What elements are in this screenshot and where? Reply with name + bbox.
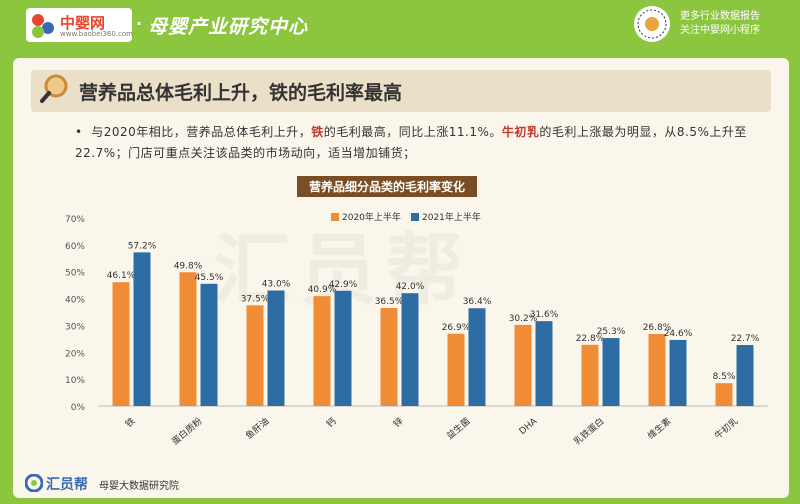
title-separator: · xyxy=(136,14,143,33)
data-label: 45.5% xyxy=(195,273,224,283)
x-tick-label: 牛初乳 xyxy=(712,415,740,442)
summary-part3: 的毛利上涨最为明显，从8.5%上升至22.7%；门店可重点关注该品类的市场动向，… xyxy=(75,125,747,160)
data-label: 43.0% xyxy=(262,280,291,290)
bar-2020 xyxy=(313,296,331,406)
y-tick-label: 10% xyxy=(65,376,85,386)
legend-swatch xyxy=(411,213,419,221)
data-label: 31.6% xyxy=(530,310,559,320)
data-label: 42.9% xyxy=(329,280,358,290)
logo-url: www.baobei360.com xyxy=(60,30,134,38)
data-label: 22.8% xyxy=(576,334,605,344)
footer-brand: 汇员帮 xyxy=(46,477,88,493)
y-tick-label: 40% xyxy=(65,296,85,306)
data-label: 57.2% xyxy=(128,241,157,251)
y-tick-label: 60% xyxy=(65,242,85,252)
bar-2020 xyxy=(380,307,398,406)
x-tick-label: 蛋白质粉 xyxy=(169,415,204,447)
data-label: 25.3% xyxy=(597,327,626,337)
header-bar: 中婴网 www.baobei360.com · 母婴产业研究中心 更多行业数据报… xyxy=(0,0,800,48)
footer-subtitle: 母婴大数据研究院 xyxy=(99,481,179,492)
y-tick-label: 0% xyxy=(71,403,86,413)
chart-title: 营养品细分品类的毛利率变化 xyxy=(297,176,478,197)
title-bar: 营养品总体毛利上升，铁的毛利率最高 xyxy=(31,70,771,112)
legend-label: 2021年上半年 xyxy=(422,211,481,223)
logo-icon-green xyxy=(32,26,44,38)
bar-2020 xyxy=(648,334,666,406)
bar-2021 xyxy=(133,252,151,406)
bullet-mark: • xyxy=(75,125,92,139)
content-card: 营养品总体毛利上升，铁的毛利率最高 • 与2020年相比，营养品总体毛利上升，铁… xyxy=(13,58,789,498)
bar-2021 xyxy=(602,338,620,406)
bar-2020 xyxy=(179,272,197,406)
data-label: 26.9% xyxy=(442,323,471,333)
data-label: 49.8% xyxy=(174,261,203,271)
data-label: 36.4% xyxy=(463,297,492,307)
bar-chart: 0% 10% 20% 30% 40% 50% 60% 70% 46.1% 57.2% 铁 49.8% 4… xyxy=(65,211,768,447)
bar-2020 xyxy=(112,282,130,406)
bar-2021 xyxy=(200,283,218,406)
bar-2020 xyxy=(514,324,532,406)
summary-text: • 与2020年相比，营养品总体毛利上升，铁的毛利最高，同比上涨11.1%。牛初… xyxy=(75,122,775,164)
x-tick-label: DHA xyxy=(518,416,540,437)
bar-2021 xyxy=(736,345,754,406)
bar-2021 xyxy=(535,321,553,406)
qr-caption-line1: 更多行业数据报告 xyxy=(680,11,760,22)
bar-2020 xyxy=(246,305,264,406)
header-title: 母婴产业研究中心 xyxy=(148,16,309,38)
data-label: 42.0% xyxy=(396,282,425,292)
summary-part1: 与2020年相比，营养品总体毛利上升， xyxy=(91,125,312,139)
bar-2021 xyxy=(468,308,486,406)
y-tick-label: 50% xyxy=(65,269,85,279)
bar-2021 xyxy=(267,290,285,406)
summary-highlight-colostrum: 牛初乳 xyxy=(501,125,540,139)
data-label: 22.7% xyxy=(731,334,760,344)
data-label: 46.1% xyxy=(107,271,136,281)
summary-part2: 的毛利最高，同比上涨11.1%。 xyxy=(323,125,502,139)
logo-icon-red xyxy=(32,14,44,26)
data-label: 36.5% xyxy=(375,297,404,307)
x-tick-label: 益生菌 xyxy=(444,415,472,442)
x-tick-label: 乳铁蛋白 xyxy=(571,415,606,447)
x-tick-label: 维生素 xyxy=(645,415,673,442)
y-tick-label: 30% xyxy=(65,322,85,332)
magnifier-icon xyxy=(40,74,68,103)
bar-2021 xyxy=(669,339,687,406)
x-tick-label: 鱼肝油 xyxy=(243,415,271,442)
qr-caption: 更多行业数据报告 关注中婴网小程序 xyxy=(680,10,760,38)
data-label: 37.5% xyxy=(241,294,270,304)
bar-2021 xyxy=(401,293,419,406)
footer-logo-icon xyxy=(25,474,43,492)
bar-2020 xyxy=(581,344,599,406)
x-tick-label: 钙 xyxy=(324,415,339,430)
qr-code-icon[interactable] xyxy=(634,6,670,42)
legend-swatch xyxy=(331,213,339,221)
page-title: 营养品总体毛利上升，铁的毛利率最高 xyxy=(79,82,403,104)
data-label: 24.6% xyxy=(664,329,693,339)
qr-caption-line2: 关注中婴网小程序 xyxy=(680,25,760,36)
summary-highlight-iron: 铁 xyxy=(311,125,324,139)
legend-label: 2020年上半年 xyxy=(342,211,401,223)
logo-icon-blue xyxy=(42,22,54,34)
x-tick-label: 铁 xyxy=(123,415,138,430)
bar-2021 xyxy=(334,290,352,406)
data-label: 8.5% xyxy=(713,372,736,382)
data-label: 26.8% xyxy=(643,323,672,333)
data-label: 40.9% xyxy=(308,285,337,295)
y-tick-label: 70% xyxy=(65,215,85,225)
x-tick-label: 锌 xyxy=(391,415,406,430)
bar-2020 xyxy=(715,383,733,406)
data-label: 30.2% xyxy=(509,314,538,324)
bar-2020 xyxy=(447,333,465,406)
logo-text: 中婴网 xyxy=(60,14,106,32)
site-logo[interactable]: 中婴网 www.baobei360.com xyxy=(26,8,134,42)
y-tick-label: 20% xyxy=(65,349,85,359)
